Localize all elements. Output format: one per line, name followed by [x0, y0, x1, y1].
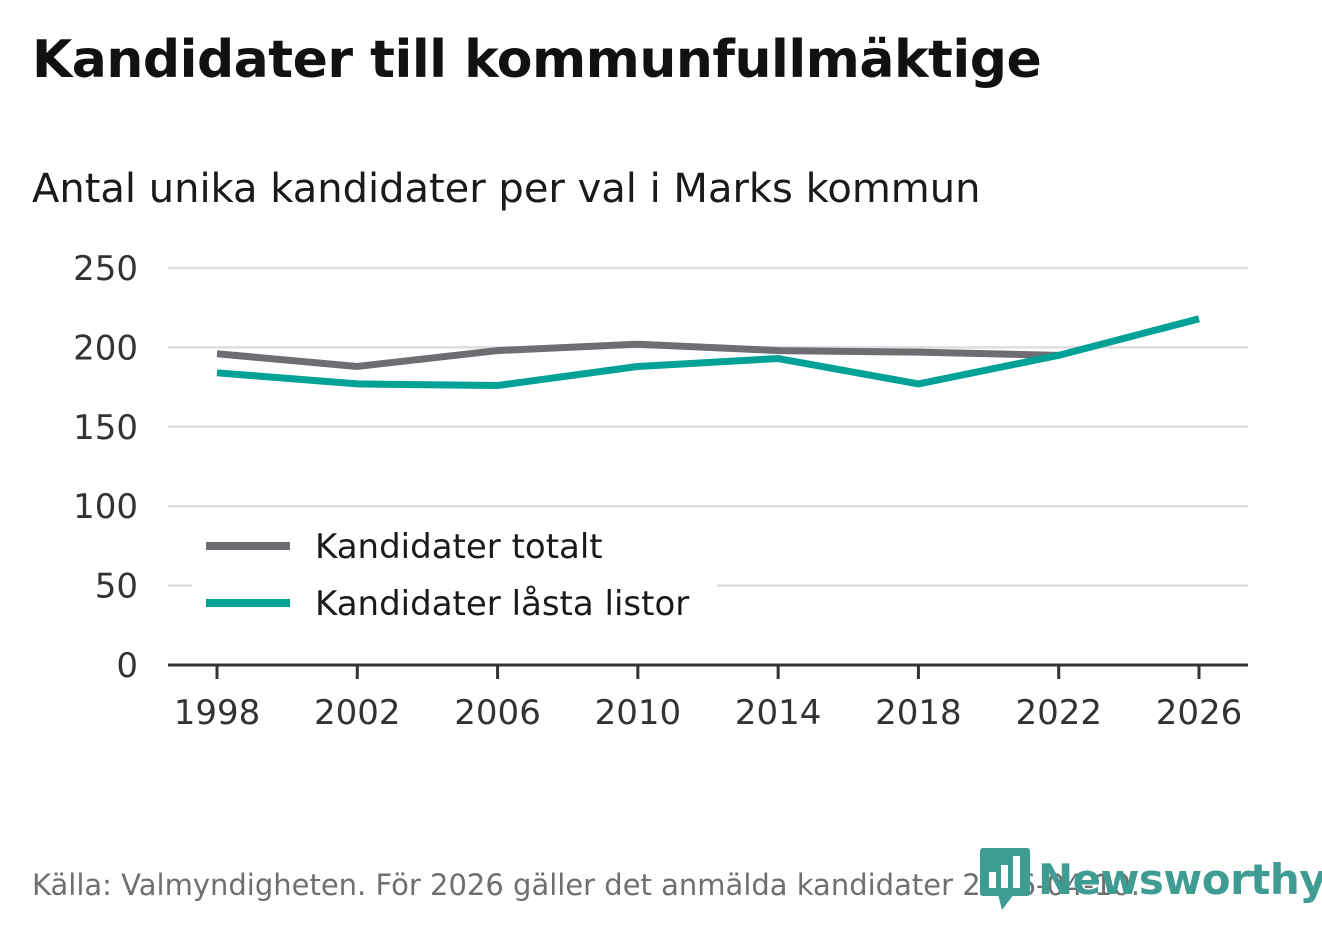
- chart-subtitle: Antal unika kandidater per val i Marks k…: [32, 166, 981, 212]
- y-tick-label: 250: [73, 249, 138, 289]
- x-tick-label: 2010: [595, 693, 682, 733]
- series-lines: [216, 315, 1200, 390]
- legend-label-locked: Kandidater låsta listor: [315, 584, 689, 624]
- y-tick-label: 200: [73, 328, 138, 368]
- y-tick-label: 50: [95, 567, 138, 607]
- y-axis-ticks: 0 50 100 150 200 250: [73, 249, 138, 686]
- x-tick-label: 1998: [174, 693, 261, 733]
- series-line-locked: [216, 315, 1200, 390]
- x-tick-label: 2022: [1015, 693, 1102, 733]
- legend: Kandidater totalt Kandidater låsta listor: [192, 518, 717, 628]
- x-tick-label: 2002: [314, 693, 401, 733]
- x-tick-label: 2006: [454, 693, 541, 733]
- legend-label-total: Kandidater totalt: [315, 527, 603, 567]
- y-tick-label: 100: [73, 487, 138, 527]
- x-tick-label: 2014: [735, 693, 822, 733]
- brand-name: Newsworthy: [1038, 854, 1322, 904]
- y-tick-label: 0: [116, 646, 138, 686]
- bar-chart-icon: [980, 848, 1030, 910]
- y-tick-label: 150: [73, 408, 138, 448]
- x-tick-label: 2018: [875, 693, 962, 733]
- chart-title: Kandidater till kommunfullmäktige: [32, 30, 1042, 90]
- x-tick-label: 2026: [1156, 693, 1243, 733]
- source-note: Källa: Valmyndigheten. För 2026 gäller d…: [32, 868, 1140, 902]
- x-axis-ticks: 1998 2002 2006 2010 2014 2018 2022 2026: [174, 665, 1243, 733]
- newsworthy-logo: Newsworthy: [980, 848, 1322, 910]
- legend-background: [192, 518, 717, 628]
